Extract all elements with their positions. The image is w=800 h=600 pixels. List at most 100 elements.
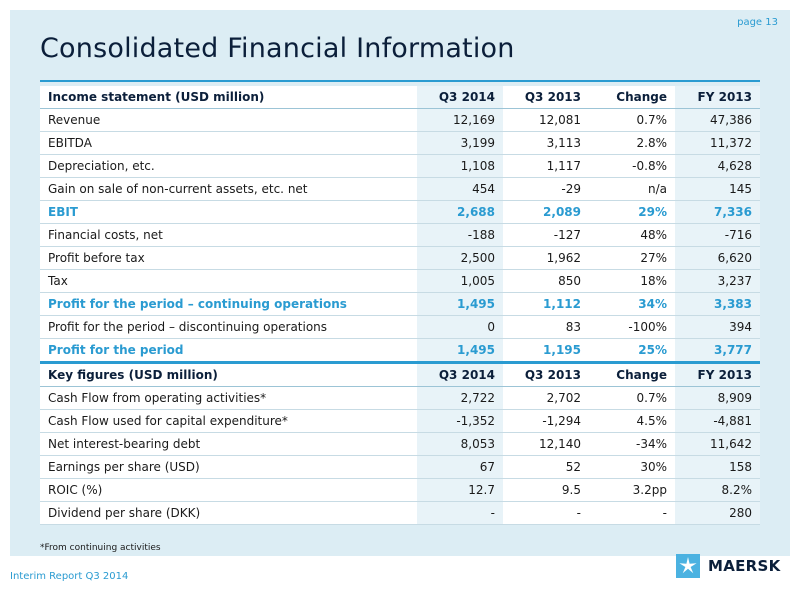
table-row: Net interest-bearing debt 8,053 12,140 -34%… [40, 432, 760, 456]
label-cell: Tax [40, 269, 417, 293]
q3-2013-cell: 3,113 [503, 131, 589, 155]
label-cell: Financial costs, net [40, 223, 417, 247]
change-cell: Change [589, 361, 675, 387]
table-row: ROIC (%) 12.7 9.5 3.2pp 8.2% [40, 478, 760, 502]
fy-2013-cell: -716 [675, 223, 760, 247]
q3-2013-cell: -1,294 [503, 409, 589, 433]
table-row: Earnings per share (USD) 67 52 30% 158 [40, 455, 760, 479]
change-cell: 0.7% [589, 108, 675, 132]
fy-2013-cell: FY 2013 [675, 86, 760, 109]
change-cell: -34% [589, 432, 675, 456]
label-cell: Income statement (USD million) [40, 86, 417, 109]
table-row: EBIT 2,688 2,089 29% 7,336 [40, 200, 760, 224]
change-cell: 0.7% [589, 386, 675, 410]
table-header-row: Income statement (USD million) Q3 2014 Q3 … [40, 86, 760, 109]
change-cell: - [589, 501, 675, 525]
table-row: Cash Flow used for capital expenditure* -… [40, 409, 760, 433]
q3-2013-cell: 9.5 [503, 478, 589, 502]
q3-2014-cell: 8,053 [417, 432, 503, 456]
q3-2013-cell: Q3 2013 [503, 361, 589, 387]
star-icon [676, 554, 700, 578]
fy-2013-cell: 11,372 [675, 131, 760, 155]
fy-2013-cell: 3,777 [675, 338, 760, 363]
label-cell: Cash Flow used for capital expenditure* [40, 409, 417, 433]
footnote: *From continuing activities [40, 543, 161, 553]
label-cell: Gain on sale of non-current assets, etc.… [40, 177, 417, 201]
q3-2014-cell: 2,688 [417, 200, 503, 224]
q3-2013-cell: 2,702 [503, 386, 589, 410]
label-cell: Revenue [40, 108, 417, 132]
change-cell: 25% [589, 338, 675, 363]
fy-2013-cell: 7,336 [675, 200, 760, 224]
table-row: Tax 1,005 850 18% 3,237 [40, 269, 760, 293]
q3-2014-cell: 1,005 [417, 269, 503, 293]
logo-wordmark: MAERSK [708, 557, 781, 575]
label-cell: Profit for the period – continuing opera… [40, 292, 417, 316]
fy-2013-cell: 280 [675, 501, 760, 525]
q3-2013-cell: 1,962 [503, 246, 589, 270]
fy-2013-cell: 11,642 [675, 432, 760, 456]
q3-2014-cell: 1,108 [417, 154, 503, 178]
fy-2013-cell: 6,620 [675, 246, 760, 270]
table-row: Profit for the period – discontinuing op… [40, 315, 760, 339]
q3-2014-cell: 2,500 [417, 246, 503, 270]
q3-2013-cell: 12,140 [503, 432, 589, 456]
q3-2014-cell: Q3 2014 [417, 86, 503, 109]
table-header-row: Key figures (USD million) Q3 2014 Q3 2013 C… [40, 361, 760, 387]
q3-2014-cell: -1,352 [417, 409, 503, 433]
q3-2013-cell: - [503, 501, 589, 525]
fy-2013-cell: 158 [675, 455, 760, 479]
fy-2013-cell: 8.2% [675, 478, 760, 502]
label-cell: EBITDA [40, 131, 417, 155]
change-cell: 2.8% [589, 131, 675, 155]
q3-2013-cell: 1,117 [503, 154, 589, 178]
label-cell: Profit before tax [40, 246, 417, 270]
q3-2014-cell: 1,495 [417, 292, 503, 316]
fy-2013-cell: 47,386 [675, 108, 760, 132]
label-cell: Depreciation, etc. [40, 154, 417, 178]
change-cell: 29% [589, 200, 675, 224]
fy-2013-cell: 394 [675, 315, 760, 339]
q3-2014-cell: Q3 2014 [417, 361, 503, 387]
table-row: Revenue 12,169 12,081 0.7% 47,386 [40, 108, 760, 132]
q3-2013-cell: 1,112 [503, 292, 589, 316]
label-cell: ROIC (%) [40, 478, 417, 502]
fy-2013-cell: -4,881 [675, 409, 760, 433]
label-cell: Profit for the period [40, 338, 417, 363]
footer-report-title: Interim Report Q3 2014 [10, 571, 129, 582]
change-cell: 3.2pp [589, 478, 675, 502]
label-cell: Net interest-bearing debt [40, 432, 417, 456]
table-row: Profit for the period – continuing opera… [40, 292, 760, 316]
table-row: Depreciation, etc. 1,108 1,117 -0.8% 4,628 [40, 154, 760, 178]
table-row: Dividend per share (DKK) - - -280 [40, 501, 760, 525]
q3-2014-cell: 0 [417, 315, 503, 339]
q3-2014-cell: - [417, 501, 503, 525]
change-cell: -100% [589, 315, 675, 339]
q3-2013-cell: 52 [503, 455, 589, 479]
q3-2013-cell: -29 [503, 177, 589, 201]
q3-2014-cell: -188 [417, 223, 503, 247]
change-cell: 34% [589, 292, 675, 316]
change-cell: 18% [589, 269, 675, 293]
financial-table: Income statement (USD million) Q3 2014 Q3 … [40, 86, 760, 525]
table-row: Cash Flow from operating activities* 2,72… [40, 386, 760, 410]
label-cell: EBIT [40, 200, 417, 224]
q3-2014-cell: 12.7 [417, 478, 503, 502]
label-cell: Key figures (USD million) [40, 361, 417, 387]
q3-2014-cell: 67 [417, 455, 503, 479]
q3-2013-cell: 12,081 [503, 108, 589, 132]
title-divider [40, 80, 760, 82]
change-cell: -0.8% [589, 154, 675, 178]
q3-2014-cell: 12,169 [417, 108, 503, 132]
q3-2014-cell: 2,722 [417, 386, 503, 410]
change-cell: 48% [589, 223, 675, 247]
q3-2013-cell: 2,089 [503, 200, 589, 224]
q3-2014-cell: 3,199 [417, 131, 503, 155]
q3-2014-cell: 1,495 [417, 338, 503, 363]
fy-2013-cell: 8,909 [675, 386, 760, 410]
q3-2014-cell: 454 [417, 177, 503, 201]
q3-2013-cell: -127 [503, 223, 589, 247]
page-title: Consolidated Financial Information [40, 33, 515, 64]
table-row: Gain on sale of non-current assets, etc.… [40, 177, 760, 201]
label-cell: Earnings per share (USD) [40, 455, 417, 479]
